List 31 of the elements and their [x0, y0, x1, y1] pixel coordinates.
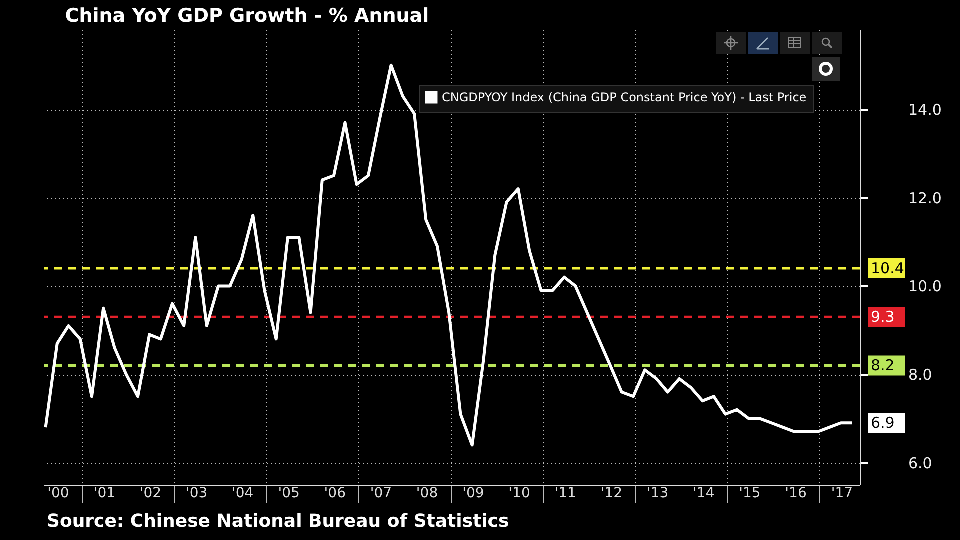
x-tick-label: '13 [646, 486, 669, 502]
source-note: Source: Chinese National Bureau of Statistics [47, 511, 510, 532]
chart-title: China YoY GDP Growth - % Annual [65, 5, 430, 27]
ref-line-label: 9.3 [871, 308, 895, 326]
x-tick-label: '04 [232, 486, 254, 502]
x-tick-label: '10 [508, 486, 530, 502]
x-tick-label: '01 [94, 486, 116, 502]
y-tick-label: 8.0 [908, 366, 932, 384]
x-tick-label: '11 [554, 486, 576, 502]
data-label: 6.9 [871, 414, 895, 432]
x-tick-label: '05 [278, 486, 300, 502]
x-tick-label: '14 [693, 486, 715, 502]
x-tick-label: '09 [462, 486, 484, 502]
x-tick-label: '03 [186, 486, 208, 502]
x-tick-label: '17 [831, 486, 854, 502]
ref-line-label: 8.2 [871, 356, 895, 375]
line-series [44, 64, 854, 447]
y-tick-label: 6.0 [908, 454, 932, 472]
y-tick-label: 14.0 [908, 101, 942, 120]
x-tick-label: '06 [324, 486, 346, 502]
x-tick-label: '15 [739, 486, 761, 502]
x-tick-label: '02 [140, 486, 162, 502]
x-tick-label: '16 [785, 486, 807, 502]
legend-label: CNGDPYOY Index (China GDP Constant Price YoY) - Last Price [442, 90, 807, 104]
y-tick-label: 12.0 [908, 189, 942, 208]
y-tick-label: 10.0 [908, 278, 942, 296]
ref-line-label: 10.4 [871, 260, 904, 278]
x-tick-label: '12 [600, 486, 622, 502]
x-tick-label: '00 [48, 486, 70, 502]
x-tick-label: '07 [370, 486, 392, 502]
x-tick-label: '08 [416, 486, 438, 502]
